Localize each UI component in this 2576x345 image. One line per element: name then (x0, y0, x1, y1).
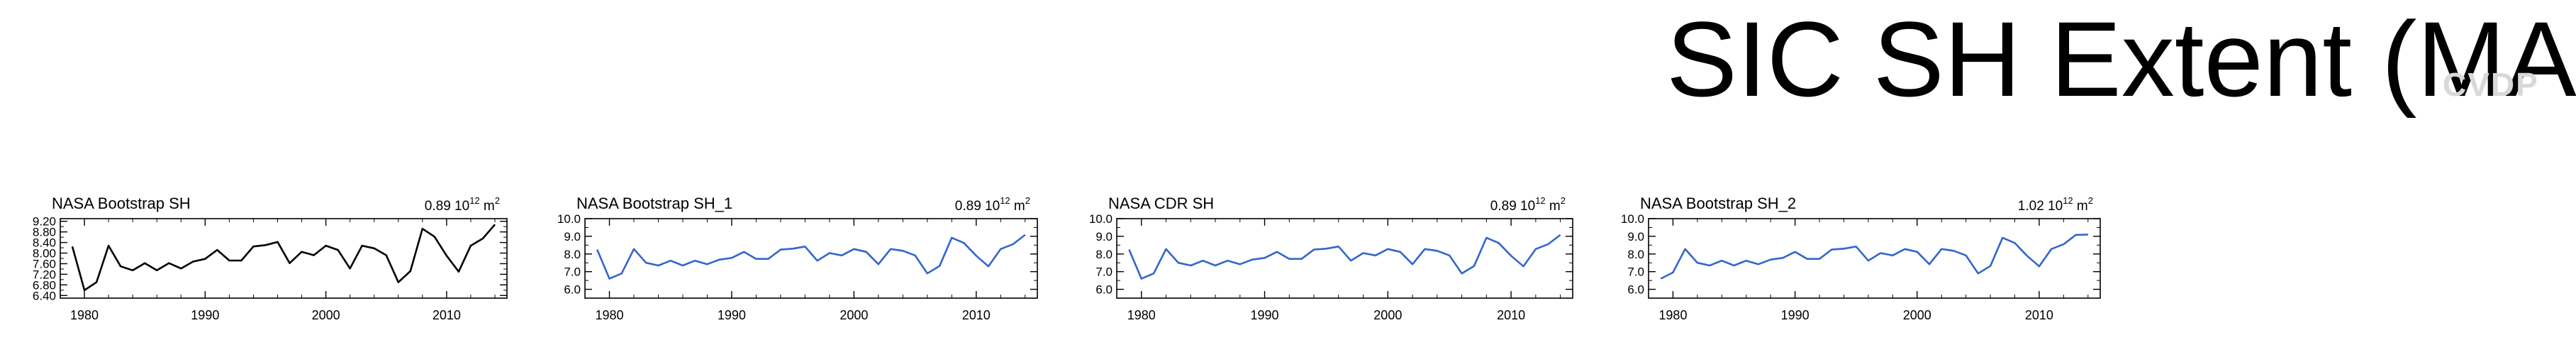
x-tick-label: 2010 (1497, 308, 1525, 322)
y-tick-label: 9.0 (1095, 230, 1113, 243)
y-tick-label: 8.40 (33, 236, 56, 250)
x-tick-label: 2000 (312, 308, 340, 322)
y-tick-label: 6.0 (1095, 283, 1113, 297)
y-tick-label: 8.0 (564, 248, 581, 261)
y-tick-label: 10.0 (1621, 212, 1644, 226)
x-tick-label: 2000 (840, 308, 868, 322)
y-tick-label: 6.0 (1627, 283, 1644, 297)
chart-panel-1: 6.406.807.207.608.008.408.809.20 1980 1990… (33, 195, 508, 322)
y-tick-label: 7.0 (564, 265, 581, 279)
chart-title: NASA Bootstrap SH (52, 195, 191, 212)
plot-frame (60, 218, 508, 299)
y-tick-label: 9.0 (564, 230, 581, 243)
x-tick-label: 1980 (1658, 308, 1687, 322)
x-tick-label: 2000 (1903, 308, 1931, 322)
series-line (71, 224, 496, 292)
x-tick-label: 2010 (433, 308, 461, 322)
chart-title: NASA CDR SH (1108, 195, 1214, 212)
y-tick-label: 7.60 (33, 257, 56, 270)
x-tick-label: 1990 (1251, 308, 1279, 322)
plot-frame (584, 218, 1038, 299)
y-tick-label: 8.00 (33, 247, 56, 261)
series-line (596, 234, 1026, 280)
y-tick-label: 10.0 (1089, 212, 1113, 226)
x-tick-label: 2010 (962, 308, 991, 322)
chart-panel-2: 6.0 7.0 8.0 9.0 10.0 1980 1990 2000 2010 NASA Boo… (557, 195, 1038, 322)
x-tick-label: 1990 (718, 308, 746, 322)
y-tick-label: 6.0 (564, 283, 581, 297)
chart-panel-4: 6.0 7.0 8.0 9.0 10.0 1980 1990 2000 2010 NASA Boo… (1621, 195, 2101, 322)
plot-frame (1648, 218, 2101, 299)
x-tick-label: 1980 (1127, 308, 1156, 322)
y-tick-label: 6.80 (33, 278, 56, 292)
y-tick-label: 7.20 (33, 268, 56, 281)
chart-title: NASA Bootstrap SH_1 (576, 195, 732, 212)
chart-stat: 0.89 1012 m2 (1490, 195, 1566, 214)
y-tick-label: 9.0 (1627, 230, 1644, 243)
y-tick-label: 7.0 (1095, 265, 1113, 279)
x-tick-label: 2010 (2025, 308, 2053, 322)
plot-frame (1116, 218, 1573, 299)
y-tick-label: 7.0 (1627, 265, 1644, 279)
y-tick-label: 8.80 (33, 226, 56, 239)
chart-stat: 0.89 1012 m2 (955, 195, 1030, 214)
x-tick-label: 2000 (1373, 308, 1402, 322)
chart-stat: 1.02 1012 m2 (2018, 195, 2093, 214)
y-tick-label: 9.20 (33, 215, 56, 229)
x-tick-label: 1990 (1781, 308, 1810, 322)
chart-title: NASA Bootstrap SH_2 (1640, 195, 1796, 212)
y-tick-label: 8.0 (1095, 248, 1113, 261)
x-tick-label: 1980 (70, 308, 99, 322)
cvdp-watermark: CVDP (2443, 66, 2539, 103)
series-line (1128, 234, 1561, 280)
chart-panel-3: 6.0 7.0 8.0 9.0 10.0 1980 1990 2000 2010 NASA CDR… (1089, 195, 1573, 322)
x-tick-label: 1990 (191, 308, 219, 322)
y-tick-label: 6.40 (33, 289, 56, 302)
page-title: SIC SH Extent (MAM) (1666, 0, 2576, 119)
y-tick-label: 10.0 (557, 212, 581, 226)
series-line (1660, 234, 2088, 280)
chart-stat: 0.89 1012 m2 (425, 195, 500, 214)
x-tick-label: 1980 (595, 308, 623, 322)
y-tick-label: 8.0 (1627, 248, 1644, 261)
